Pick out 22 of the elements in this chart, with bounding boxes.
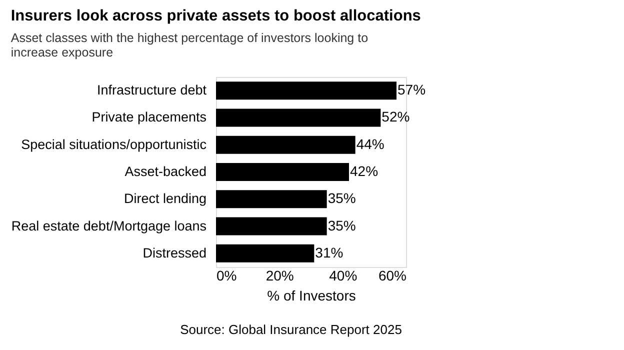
data-label: 44% — [356, 136, 384, 152]
x-tick-label: 20% — [266, 268, 294, 284]
y-tick-label: Real estate debt/Mortgage loans — [11, 218, 207, 234]
y-tick-label: Asset-backed — [124, 164, 206, 179]
y-tick-label: Direct lending — [124, 191, 206, 206]
y-tick-label: Distressed — [142, 245, 206, 260]
data-label: 35% — [328, 190, 356, 206]
x-tick-label: 0% — [216, 268, 237, 284]
x-axis-title: % of Investors — [267, 288, 356, 304]
y-tick-label: Special situations/opportunistic — [21, 136, 207, 152]
chart-title: Insurers look across private assets to boost allocations — [10, 8, 421, 24]
source-note: Source: Global Insurance Report 2025 — [180, 322, 402, 337]
data-label: 57% — [398, 82, 426, 98]
y-tick-label: Private placements — [92, 110, 207, 125]
x-tick-label: 60% — [378, 268, 406, 284]
data-label: 35% — [328, 217, 356, 234]
x-tick-label: 40% — [329, 268, 358, 284]
y-tick-label: Infrastructure debt — [96, 82, 207, 98]
data-label: 42% — [350, 163, 378, 179]
data-label: 31% — [315, 244, 344, 260]
chart-subtitle: Asset classes with the highest percentage of investors looking to increase exposure — [10, 31, 368, 60]
data-label: 52% — [382, 108, 410, 125]
